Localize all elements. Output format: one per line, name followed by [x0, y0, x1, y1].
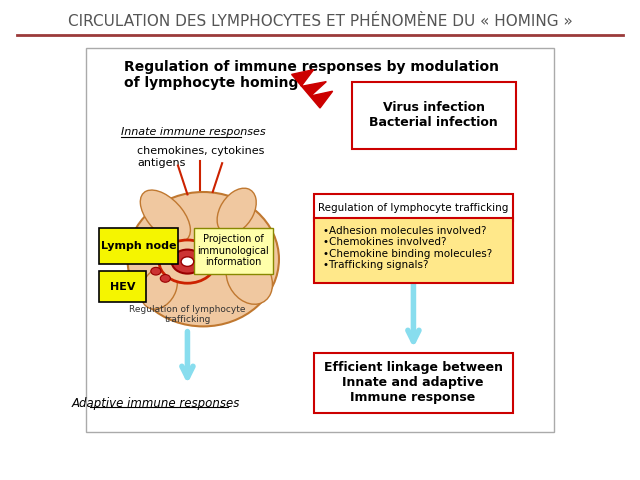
FancyBboxPatch shape — [314, 218, 513, 283]
Text: Virus infection
Bacterial infection: Virus infection Bacterial infection — [369, 101, 498, 129]
Circle shape — [160, 275, 170, 282]
Circle shape — [172, 250, 204, 274]
Text: •Adhesion molecules involved?
•Chemokines involved?
•Chemokine binding molecules: •Adhesion molecules involved? •Chemokine… — [323, 226, 492, 270]
Text: Lymph node: Lymph node — [100, 241, 176, 251]
Polygon shape — [292, 70, 333, 108]
Ellipse shape — [127, 192, 279, 326]
FancyBboxPatch shape — [99, 228, 178, 264]
Circle shape — [151, 267, 161, 275]
Ellipse shape — [140, 190, 190, 242]
FancyBboxPatch shape — [351, 82, 516, 149]
Text: HEV: HEV — [110, 282, 136, 292]
Text: Projection of
immunological
information: Projection of immunological information — [197, 234, 269, 267]
FancyBboxPatch shape — [314, 353, 513, 413]
Circle shape — [181, 257, 194, 266]
FancyBboxPatch shape — [314, 194, 513, 221]
Ellipse shape — [141, 267, 177, 309]
Text: Efficient linkage between
Innate and adaptive
Immune response: Efficient linkage between Innate and ada… — [324, 361, 502, 404]
Text: Regulation of immune responses by modulation
of lymphocyte homing: Regulation of immune responses by modula… — [124, 60, 499, 90]
Text: Innate immune responses: Innate immune responses — [121, 127, 266, 137]
Ellipse shape — [226, 252, 273, 304]
Circle shape — [159, 240, 216, 283]
Text: Adaptive immune responses: Adaptive immune responses — [72, 396, 240, 410]
Circle shape — [157, 253, 167, 261]
FancyBboxPatch shape — [86, 48, 554, 432]
Ellipse shape — [217, 188, 256, 234]
Text: CIRCULATION DES LYMPHOCYTES ET PHÉNOMÈNE DU « HOMING »: CIRCULATION DES LYMPHOCYTES ET PHÉNOMÈNE… — [68, 14, 572, 29]
FancyBboxPatch shape — [99, 271, 147, 302]
Text: Regulation of lymphocyte
trafficking: Regulation of lymphocyte trafficking — [129, 305, 246, 324]
FancyBboxPatch shape — [194, 228, 273, 274]
Text: chemokines, cytokines
antigens: chemokines, cytokines antigens — [137, 146, 264, 168]
Text: Regulation of lymphocyte trafficking: Regulation of lymphocyte trafficking — [318, 203, 508, 213]
